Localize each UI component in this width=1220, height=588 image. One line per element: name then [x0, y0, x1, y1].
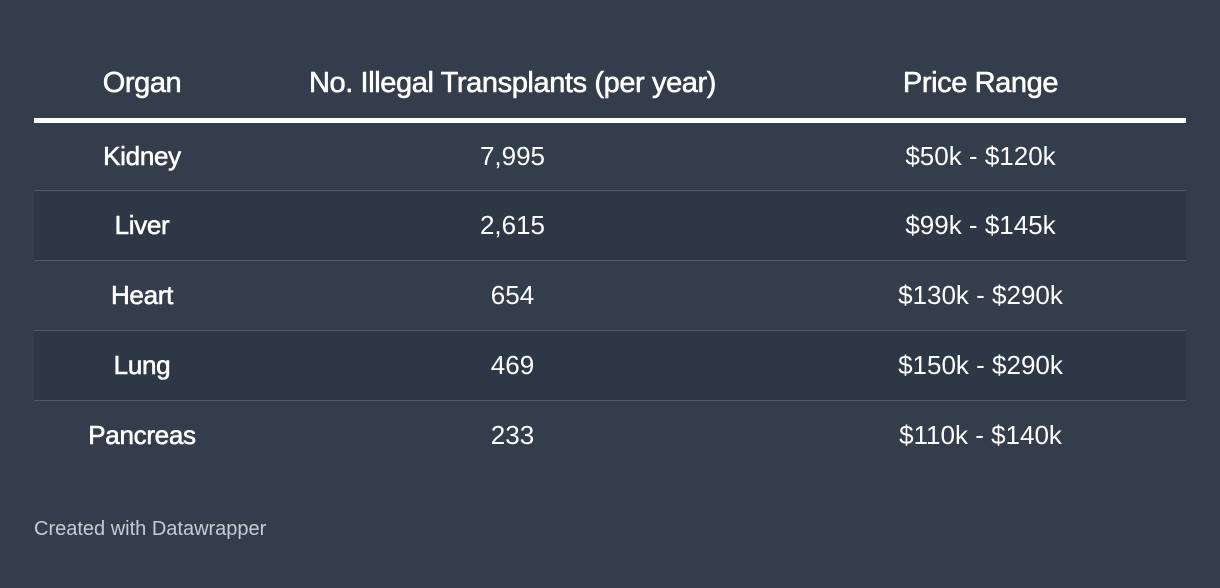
- organ-cell: Pancreas: [88, 420, 196, 451]
- table-row: Liver 2,615 $99k - $145k: [34, 190, 1186, 261]
- table-body: Kidney 7,995 $50k - $120k Liver 2,615 $9…: [34, 121, 1186, 471]
- transplant-count-cell: 654: [490, 280, 535, 310]
- organ-cell: Lung: [113, 350, 171, 381]
- price-range-cell: $130k - $290k: [898, 280, 1063, 310]
- header-price-range: Price Range: [902, 66, 1059, 99]
- table-row: Pancreas 233 $110k - $140k: [34, 401, 1186, 471]
- price-range-cell: $50k - $120k: [905, 141, 1056, 171]
- table-row: Kidney 7,995 $50k - $120k: [34, 121, 1186, 191]
- header-transplant-count: No. Illegal Transplants (per year): [308, 66, 717, 99]
- table-row: Heart 654 $130k - $290k: [34, 261, 1186, 331]
- header-organ: Organ: [102, 66, 182, 99]
- data-table-container: Organ No. Illegal Transplants (per year)…: [34, 48, 1186, 471]
- transplant-count-cell: 7,995: [479, 141, 546, 171]
- organ-cell: Kidney: [103, 141, 182, 172]
- header-row: Organ No. Illegal Transplants (per year)…: [34, 48, 1186, 121]
- price-range-cell: $150k - $290k: [898, 350, 1063, 380]
- transplant-count-cell: 469: [490, 350, 535, 380]
- price-range-cell: $110k - $140k: [899, 420, 1062, 451]
- price-range-cell: $99k - $145k: [905, 210, 1056, 240]
- data-table: Organ No. Illegal Transplants (per year)…: [34, 48, 1186, 471]
- transplant-count-cell: 233: [490, 420, 535, 451]
- table-header: Organ No. Illegal Transplants (per year)…: [34, 48, 1186, 121]
- transplant-count-cell: 2,615: [479, 210, 546, 240]
- organ-cell: Heart: [110, 280, 174, 311]
- datawrapper-credit[interactable]: Created with Datawrapper: [34, 518, 267, 540]
- table-row: Lung 469 $150k - $290k: [34, 330, 1186, 401]
- organ-cell: Liver: [114, 210, 170, 241]
